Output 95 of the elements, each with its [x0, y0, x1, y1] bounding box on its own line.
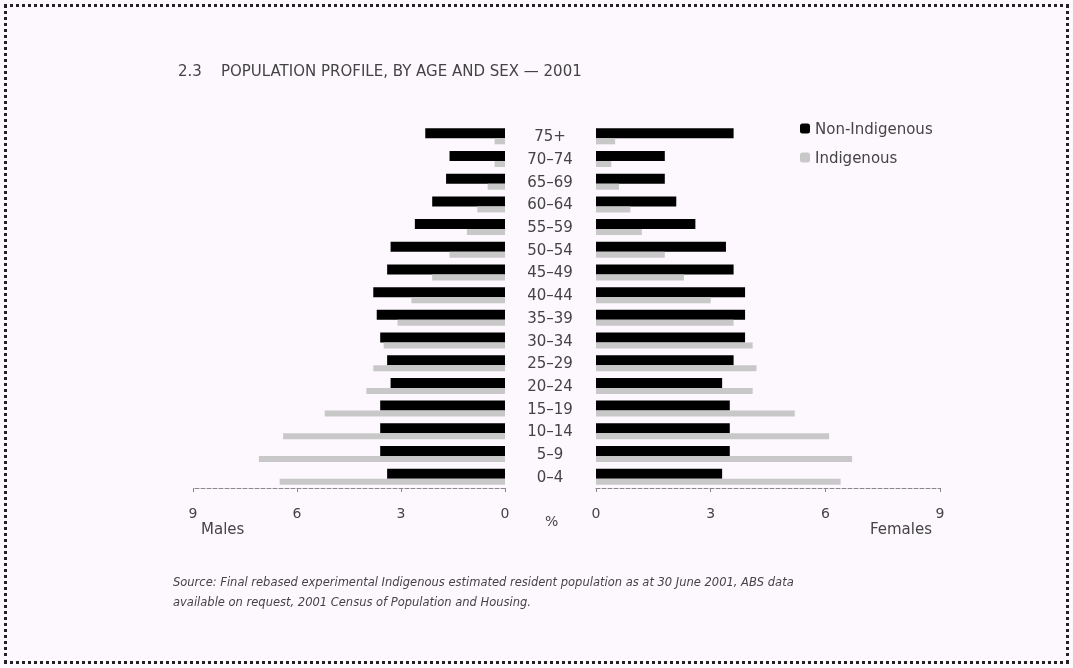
bar [446, 173, 505, 184]
bar [596, 455, 853, 462]
bar [477, 206, 505, 213]
y-tick-label: 70–74 [527, 150, 573, 169]
bar [432, 274, 505, 281]
bar [390, 241, 505, 252]
y-tick-label: 45–49 [527, 263, 573, 282]
bar [373, 365, 505, 372]
bar [397, 319, 505, 326]
x-tick-label: 6 [820, 505, 830, 521]
bar [596, 433, 830, 440]
bar [387, 264, 505, 275]
bar [387, 355, 505, 366]
bar [596, 138, 616, 145]
x-tick-label: 9 [188, 505, 198, 521]
x-tick-label: 0 [500, 505, 510, 521]
bar [432, 196, 505, 207]
bar [449, 251, 505, 258]
x-tick-label: 6 [292, 505, 302, 521]
x-tick-label: 0 [591, 505, 601, 521]
bar [596, 161, 612, 168]
bar [380, 400, 505, 411]
bar [596, 332, 746, 343]
legend-label: Indigenous [815, 148, 898, 167]
bar [596, 478, 841, 485]
bar [596, 297, 711, 304]
bar [283, 433, 505, 440]
source-note: Source: Final rebased experimental Indigenous estimated resident population as at 30 June 2001, ABS data available on request, 2001 Census of Population and Housing. [173, 575, 798, 609]
bar [596, 377, 723, 388]
y-tick-label: 20–24 [527, 376, 573, 395]
bar [596, 196, 677, 207]
bar [596, 264, 734, 275]
bar [596, 183, 619, 190]
bar [279, 478, 505, 485]
x-tick-label: 9 [935, 505, 945, 521]
bar [376, 309, 505, 320]
x-tick-label: 3 [706, 505, 716, 521]
bar [414, 219, 505, 230]
bar [494, 138, 505, 145]
bar [366, 387, 505, 394]
y-tick-label: 30–34 [527, 331, 573, 350]
bar [324, 410, 505, 417]
bar [596, 400, 730, 411]
bar [596, 410, 795, 417]
bar [425, 128, 505, 139]
chart-title: 2.3 POPULATION PROFILE, BY AGE AND SEX — 2001 [178, 61, 582, 80]
bar [494, 161, 505, 168]
bar [596, 274, 684, 281]
bar [596, 309, 746, 320]
bar [596, 128, 734, 139]
y-tick-label: 50–54 [527, 240, 573, 259]
bar [596, 445, 730, 456]
bar [596, 287, 746, 298]
bar [596, 219, 696, 230]
bar [596, 251, 665, 258]
bar [596, 229, 642, 236]
bar [596, 206, 631, 213]
bar [487, 183, 505, 190]
bar [449, 151, 505, 162]
y-tick-label: 60–64 [527, 195, 573, 214]
y-tick-label: 10–14 [527, 422, 573, 441]
bar [380, 423, 505, 434]
y-tick-label: 65–69 [527, 172, 573, 191]
bar [380, 332, 505, 343]
x-axis-title: Females [869, 519, 933, 538]
y-tick-label: 35–39 [527, 308, 573, 327]
text: % [545, 513, 559, 529]
y-tick-label: 15–19 [527, 399, 573, 418]
y-tick-label: 25–29 [527, 354, 573, 373]
bar [466, 229, 505, 236]
bar [411, 297, 505, 304]
bar [596, 319, 734, 326]
bar [596, 468, 723, 479]
bar [596, 173, 665, 184]
y-tick-label: 0–4 [536, 467, 564, 486]
bar [380, 445, 505, 456]
bar [596, 151, 665, 162]
bar [387, 468, 505, 479]
bar [373, 287, 505, 298]
bar [258, 455, 505, 462]
bar [596, 355, 734, 366]
bar [596, 423, 730, 434]
y-tick-label: 55–59 [527, 218, 573, 237]
bar [596, 365, 757, 372]
bar [596, 342, 753, 349]
y-tick-label: 5–9 [536, 444, 564, 463]
y-tick-label: 75+ [534, 127, 566, 146]
legend-label: Non-Indigenous [815, 119, 933, 138]
bar [596, 387, 753, 394]
y-tick-label: 40–44 [527, 286, 573, 305]
x-axis-title: Males [201, 519, 245, 538]
x-tick-label: 3 [396, 505, 406, 521]
bar [383, 342, 505, 349]
bar [596, 241, 726, 252]
bar [390, 377, 505, 388]
